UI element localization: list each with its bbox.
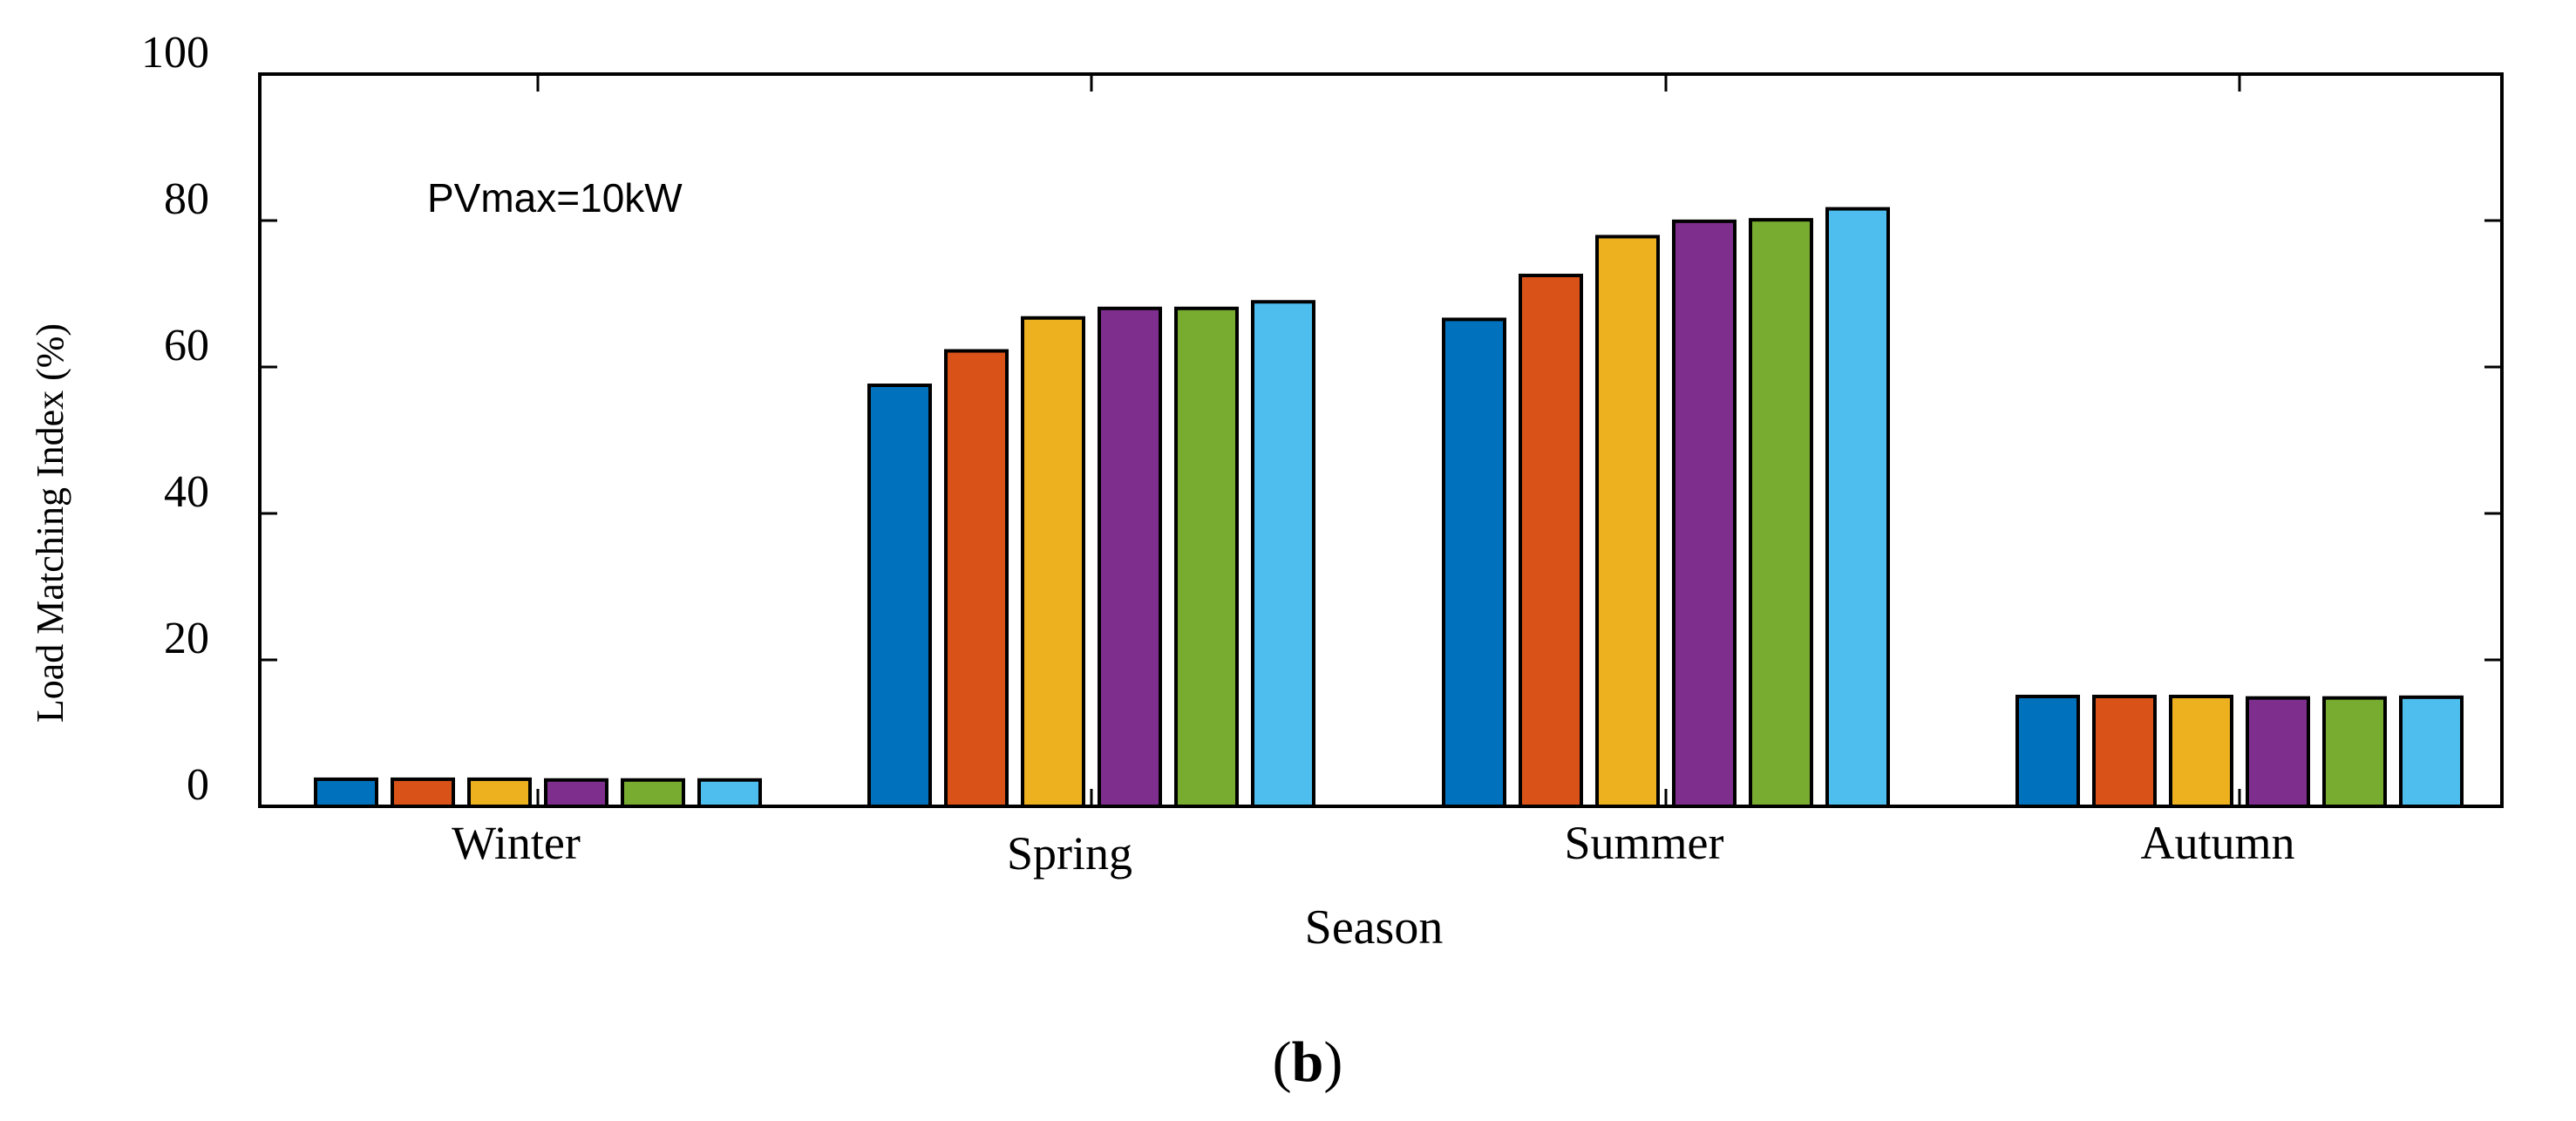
bar-spring-series-5 <box>1174 306 1239 808</box>
x-tick-label-summer: Summer <box>1565 817 1724 869</box>
bar-summer-series-1 <box>1442 317 1506 808</box>
y-tick-labels: 0 20 40 60 80 100 <box>141 28 209 810</box>
annotation-pvmax: PVmax=10kW <box>427 175 683 221</box>
x-tick-labels: Winter Spring Summer Autumn <box>452 817 2294 880</box>
y-tick-label-0: 0 <box>187 760 209 810</box>
bar-winter-series-5 <box>621 778 685 809</box>
bar-autumn-series-2 <box>2092 695 2157 808</box>
bar-winter-series-2 <box>391 777 455 808</box>
bar-autumn-series-4 <box>2246 696 2310 808</box>
figure-label-open-paren: ( <box>1273 1030 1292 1094</box>
bar-summer-series-4 <box>1672 219 1737 808</box>
plot-frame <box>258 72 2504 808</box>
x-tick-label-winter: Winter <box>452 817 581 869</box>
x-tick-label-spring: Spring <box>1007 827 1132 880</box>
bar-spring-series-2 <box>944 349 1009 808</box>
bar-autumn-series-5 <box>2322 696 2387 808</box>
bar-summer-series-3 <box>1595 234 1660 809</box>
y-tick-label-20: 20 <box>164 614 209 663</box>
bar-spring-series-4 <box>1098 306 1162 808</box>
x-axis-label: Season <box>1305 900 1444 955</box>
bar-autumn-series-1 <box>2015 695 2080 808</box>
bar-summer-series-2 <box>1519 274 1583 808</box>
figure-label-letter: b <box>1292 1030 1324 1094</box>
x-tick-label-autumn: Autumn <box>2140 817 2294 869</box>
bar-winter-series-4 <box>544 778 608 809</box>
y-axis-label: Load Matching Index (%) <box>29 323 71 723</box>
figure-label-close-paren: ) <box>1323 1030 1342 1094</box>
bar-winter-series-3 <box>467 777 532 808</box>
figure-label: (b) <box>1273 1030 1343 1094</box>
y-tick-label-40: 40 <box>164 467 209 517</box>
bar-spring-series-6 <box>1251 300 1315 808</box>
bar-spring-series-3 <box>1021 316 1085 809</box>
bar-winter-series-6 <box>697 778 762 809</box>
y-tick-label-80: 80 <box>164 174 209 224</box>
bar-spring-series-1 <box>867 384 932 808</box>
axis-ticks <box>260 72 2502 808</box>
bar-autumn-series-6 <box>2399 695 2464 809</box>
bar-summer-series-6 <box>1825 207 1890 808</box>
bar-summer-series-5 <box>1749 218 1813 809</box>
y-tick-label-60: 60 <box>164 321 209 370</box>
bar-winter-series-1 <box>314 777 378 808</box>
bar-autumn-series-3 <box>2169 695 2233 808</box>
y-tick-label-100: 100 <box>141 28 209 78</box>
bars-group <box>314 207 2464 809</box>
